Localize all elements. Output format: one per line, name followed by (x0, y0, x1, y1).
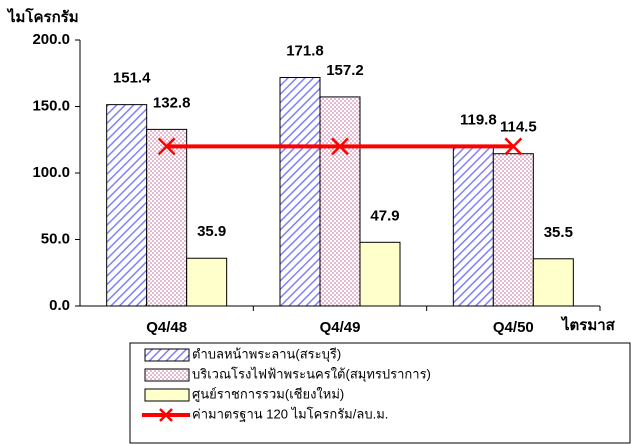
y-tick-label: 200.0 (32, 31, 70, 48)
data-label: 47.9 (370, 207, 399, 224)
legend-marker (159, 408, 173, 422)
legend-swatch (144, 348, 190, 362)
data-label: 35.5 (544, 224, 573, 241)
bar (532, 258, 574, 307)
data-label: 151.4 (113, 70, 151, 87)
legend-box (129, 342, 631, 444)
marker (504, 137, 523, 156)
bar (452, 146, 494, 307)
x-tick-label: Q4/50 (493, 319, 534, 336)
legend-swatch (144, 388, 190, 402)
legend-label: ตำบลหน้าพระลาน(สระบุรี) (192, 346, 341, 362)
data-label: 35.9 (197, 223, 226, 240)
data-label: 114.5 (500, 119, 537, 136)
bar (106, 104, 148, 307)
legend-label: ศูนย์ราชการรวม(เชียงใหม่) (192, 386, 344, 402)
bar (186, 257, 228, 307)
data-label: 132.8 (153, 94, 191, 111)
x-tick-label: Q4/48 (146, 319, 187, 336)
bar (146, 128, 188, 307)
x-axis-label: ไตรมาส (560, 315, 616, 334)
data-label: 157.2 (326, 62, 364, 79)
y-tick-label: 50.0 (41, 230, 70, 247)
legend-label: ค่ามาตรฐาน 120 ไมโครกรัม/ลบ.ม. (192, 406, 388, 422)
legend-label: บริเวณโรงไฟฟ้าพระนครใต้(สมุทรปราการ) (192, 366, 431, 382)
bar (319, 96, 361, 307)
y-tick-label: 0.0 (49, 297, 70, 314)
bar (492, 153, 534, 307)
y-tick-label: 150.0 (32, 97, 70, 114)
marker (157, 137, 176, 156)
data-label: 119.8 (460, 112, 497, 129)
data-label: 171.8 (286, 42, 324, 59)
bar (279, 77, 321, 307)
y-tick-label: 100.0 (32, 164, 70, 181)
bar (359, 241, 401, 307)
legend-swatch (144, 368, 190, 382)
y-axis-label: ไมโครกรัม (6, 7, 79, 26)
x-tick-label: Q4/49 (320, 319, 361, 336)
marker (331, 137, 349, 156)
